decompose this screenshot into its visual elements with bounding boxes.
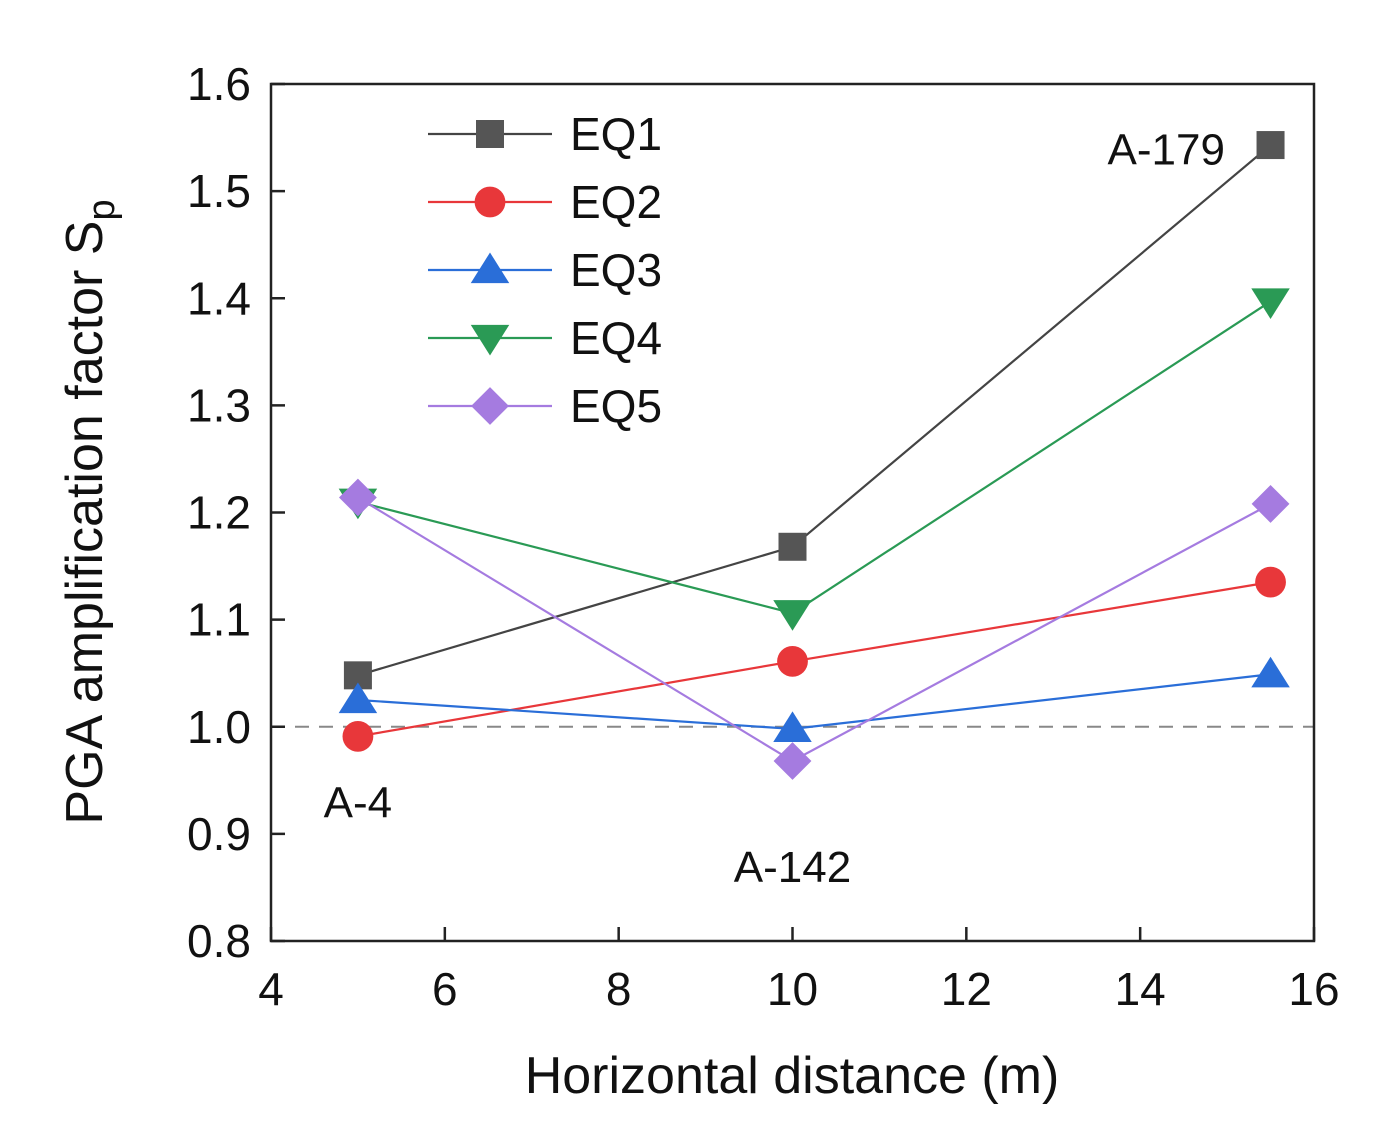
point-eq3-0 — [338, 682, 378, 714]
plot-frame — [269, 82, 1316, 943]
x-axis-title: Horizontal distance (m) — [525, 1047, 1060, 1105]
annotation-a-142: A-142 — [734, 843, 851, 892]
x-tick-label-14: 14 — [1115, 963, 1166, 1015]
point-eq5-2 — [1251, 485, 1290, 523]
point-eq5-0 — [339, 478, 377, 517]
annotations: A-4 A-142 A-179 — [324, 125, 1225, 892]
legend-label-eq1: EQ1 — [570, 108, 662, 160]
legend-item-eq3: EQ3 — [428, 244, 662, 296]
legend: EQ1 EQ2 EQ3 EQ4 EQ5 — [428, 108, 662, 432]
point-eq1-1 — [778, 532, 807, 561]
x-tick-label-4: 4 — [258, 963, 284, 1015]
x-tick-label-10: 10 — [767, 963, 818, 1015]
series-eq2 — [342, 566, 1286, 752]
y-tick-label-1.0: 1.0 — [187, 701, 251, 753]
x-tick-label-16: 16 — [1288, 963, 1339, 1015]
legend-label-eq4: EQ4 — [570, 312, 662, 364]
series-eq5 — [339, 478, 1290, 780]
legend-marker-eq1 — [476, 120, 504, 148]
series-line-eq3 — [357, 673, 1271, 730]
x-tick-label-8: 8 — [606, 963, 632, 1015]
point-eq2-2 — [1255, 566, 1286, 598]
x-tick-label-6: 6 — [432, 963, 458, 1015]
y-tick-label-1.1: 1.1 — [187, 594, 251, 646]
annotation-a-4: A-4 — [324, 779, 392, 828]
legend-item-eq4: EQ4 — [428, 312, 662, 364]
point-eq3-2 — [1251, 656, 1290, 688]
point-eq4-2 — [1251, 288, 1290, 319]
y-tick-label-0.8: 0.8 — [187, 915, 251, 967]
y-axis-title-subscript: p — [81, 199, 123, 220]
point-eq3-1 — [773, 711, 812, 743]
legend-marker-eq4 — [470, 324, 510, 356]
point-eq5-1 — [773, 742, 812, 780]
y-tick-label-1.4: 1.4 — [187, 272, 251, 324]
point-eq1-2 — [1256, 131, 1285, 160]
series-eq3 — [338, 656, 1290, 743]
axes-layer: 4 6 8 10 12 14 16 0.8 0.9 1.0 1.1 1.2 1.3 1.4 1.5 1.6 — [187, 58, 1340, 1015]
y-tick-label-1.2: 1.2 — [187, 487, 251, 539]
series-line-eq4 — [357, 300, 1272, 615]
y-tick-label-1.5: 1.5 — [187, 165, 251, 217]
legend-label-eq3: EQ3 — [570, 244, 662, 296]
y-axis-title: PGA amplification factor Sp — [56, 199, 123, 824]
legend-marker-eq5 — [471, 387, 509, 425]
x-tick-label-12: 12 — [941, 963, 992, 1015]
legend-label-eq5: EQ5 — [570, 380, 662, 432]
series-layer — [338, 131, 1290, 780]
legend-item-eq5: EQ5 — [428, 380, 662, 432]
legend-item-eq2: EQ2 — [428, 176, 662, 228]
series-eq1 — [343, 131, 1285, 690]
point-eq2-0 — [342, 720, 374, 752]
annotation-a-179: A-179 — [1108, 125, 1225, 174]
series-line-eq2 — [357, 581, 1271, 738]
legend-item-eq1: EQ1 — [428, 108, 662, 160]
y-tick-label-1.3: 1.3 — [187, 379, 251, 431]
point-eq2-1 — [777, 646, 808, 677]
y-tick-label-0.9: 0.9 — [187, 808, 251, 860]
legend-marker-eq2 — [474, 186, 506, 218]
y-axis-title-main: PGA amplification factor S — [56, 221, 114, 825]
legend-label-eq2: EQ2 — [570, 176, 662, 228]
legend-marker-eq3 — [470, 252, 510, 284]
y-tick-label-1.6: 1.6 — [187, 58, 251, 110]
point-eq4-1 — [773, 600, 812, 631]
